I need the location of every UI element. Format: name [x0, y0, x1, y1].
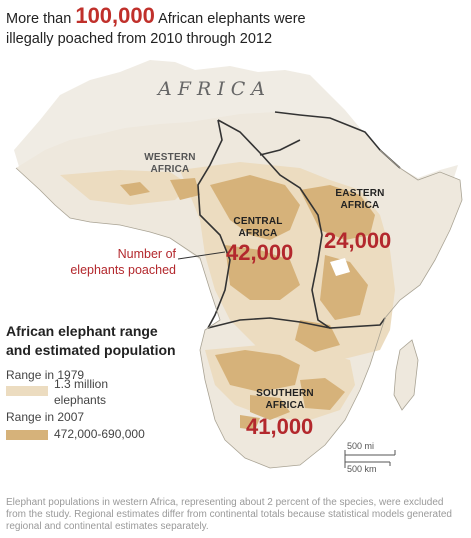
headline-number: 100,000	[75, 3, 155, 28]
lake-victoria	[330, 258, 350, 276]
continent-label: AFRICA	[158, 78, 271, 100]
scale-km: 500 km	[347, 464, 377, 474]
legend-range-2007-value: 472,000-690,000	[54, 427, 145, 441]
coastline	[15, 149, 463, 469]
scale-mi: 500 mi	[347, 441, 375, 451]
callout-line	[177, 251, 226, 260]
legend-swatch-1979	[6, 386, 48, 396]
headline-prefix: More than	[6, 11, 76, 27]
poached-count-eastern: 24,000	[324, 228, 392, 253]
footer-note: Elephant populations in western Africa, …	[6, 497, 452, 532]
legend-range-1979-value: 1.3 million elephants	[54, 377, 109, 407]
legend: African elephant range and estimated pop…	[6, 322, 206, 360]
callout-label: Number of elephants poached	[70, 247, 176, 277]
range-2007-areas	[120, 175, 375, 430]
headline: More than 100,000 African elephants were…	[6, 3, 306, 49]
legend-swatch-2007	[6, 430, 48, 440]
region-borders	[197, 111, 401, 329]
region-label-eastern: EASTERN AFRICA	[335, 188, 385, 211]
poached-count-central: 42,000	[226, 240, 294, 265]
madagascar	[393, 339, 419, 411]
legend-title: African elephant range and estimated pop…	[6, 323, 176, 358]
scale-bar	[344, 450, 396, 468]
headline-line2: illegally poached from 2010 through 2012	[6, 31, 273, 47]
headline-suffix: African elephants were	[154, 11, 306, 27]
region-label-western: WESTERN AFRICA	[144, 152, 196, 175]
poached-count-southern: 41,000	[246, 414, 314, 439]
legend-range-1979-label: Range in 1979	[6, 368, 85, 382]
region-label-southern: SOUTHERN AFRICA	[256, 388, 314, 411]
region-label-central: CENTRAL AFRICA	[233, 216, 283, 239]
legend-range-2007-label: Range in 2007	[6, 410, 85, 424]
